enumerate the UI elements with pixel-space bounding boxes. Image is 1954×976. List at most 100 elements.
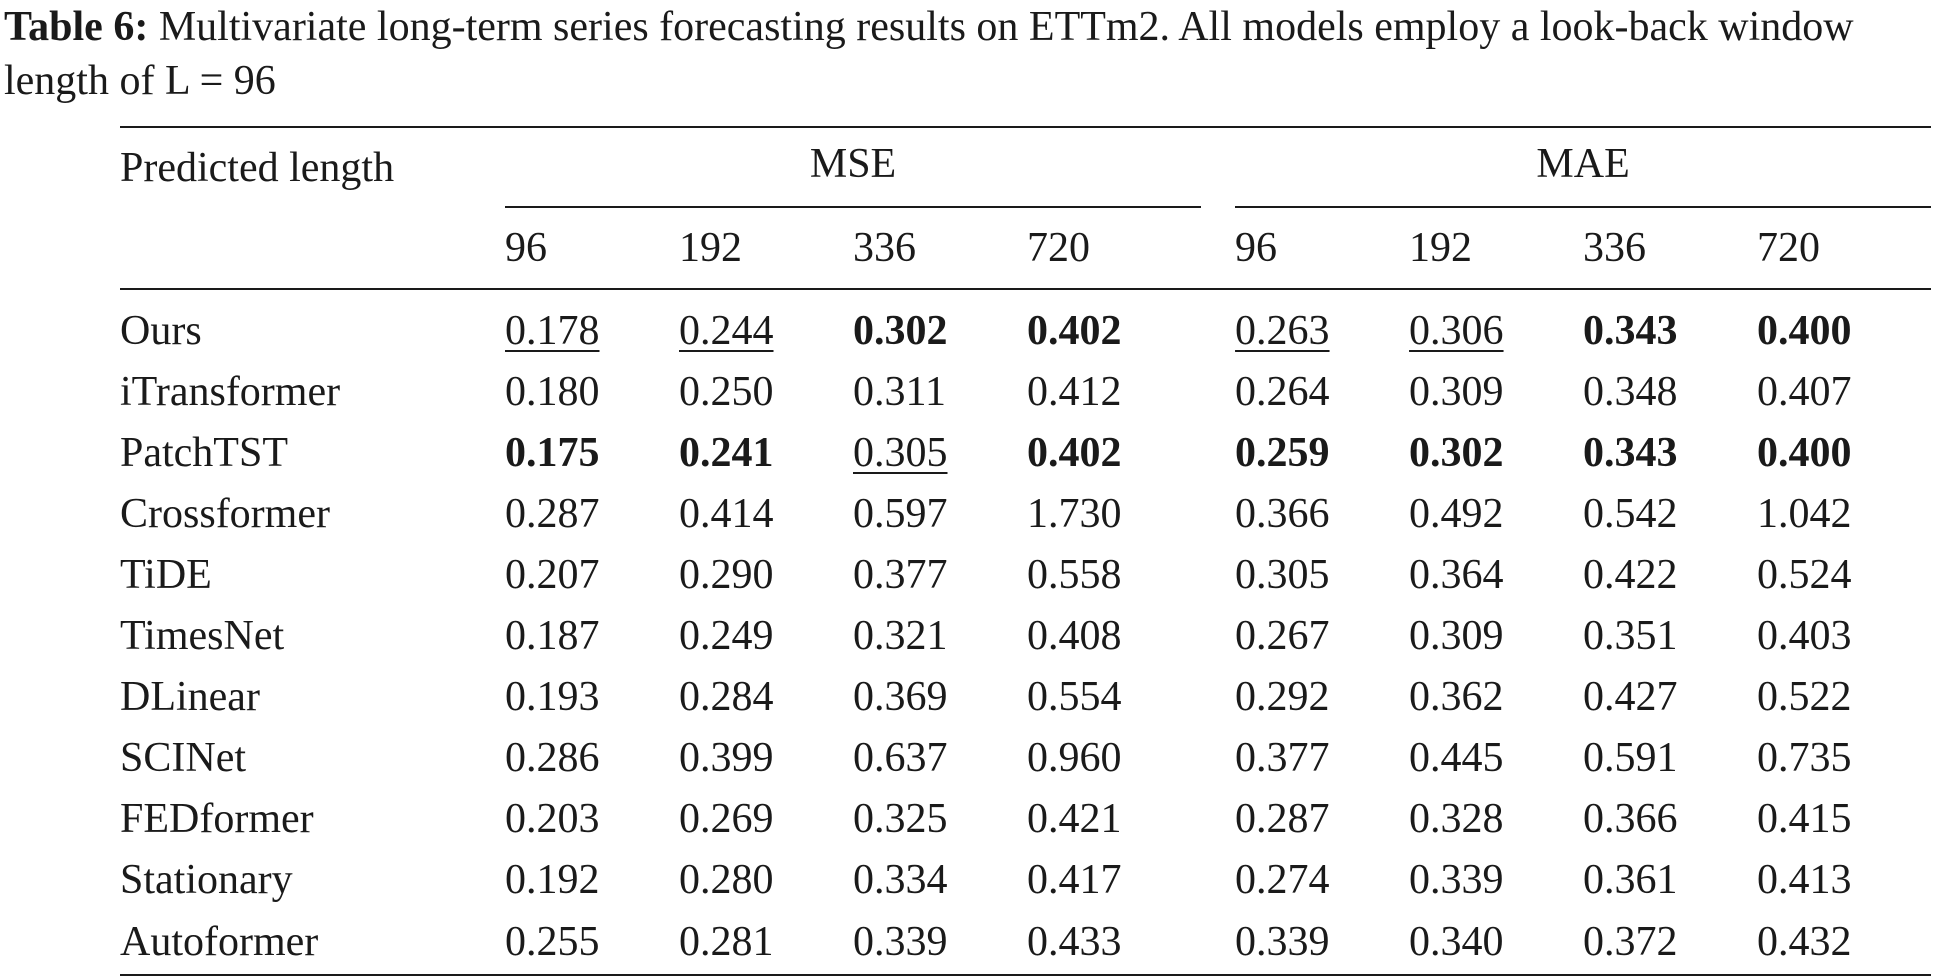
value-cell: 0.377 — [1235, 727, 1409, 788]
model-name-cell: SCINet — [120, 734, 246, 781]
value: 0.554 — [1027, 673, 1122, 720]
value-cell: 0.399 — [679, 727, 853, 788]
group-gap — [1201, 788, 1235, 849]
group-header-mae: MAE — [1235, 126, 1932, 208]
horizon-header: 96 — [505, 207, 679, 290]
value-cell: 0.421 — [1027, 788, 1201, 849]
value: 0.960 — [1027, 734, 1122, 781]
value-cell: 0.597 — [853, 483, 1027, 544]
value-cell: 0.372 — [1583, 910, 1758, 976]
value: 0.287 — [1235, 795, 1330, 842]
best-value: 0.343 — [1583, 307, 1678, 354]
best-value: 0.402 — [1027, 429, 1122, 476]
value-cell: 0.427 — [1583, 666, 1757, 727]
value: 0.408 — [1027, 612, 1122, 659]
value: 0.207 — [505, 551, 600, 598]
value: 0.348 — [1583, 368, 1678, 415]
value-cell: 0.287 — [505, 483, 679, 544]
value-cell: 0.281 — [679, 910, 853, 976]
value-cell: 1.042 — [1757, 483, 1931, 544]
value: 0.328 — [1409, 795, 1504, 842]
table-row: Ours 0.178 0.244 0.302 0.402 0.263 0.306 0.343 0… — [120, 289, 1931, 361]
value-cell: 0.305 — [1235, 544, 1409, 605]
value: 0.421 — [1027, 795, 1122, 842]
horizon-header: 336 — [1583, 207, 1758, 290]
second-best-value: 0.244 — [679, 307, 774, 354]
value: 0.372 — [1583, 919, 1678, 965]
results-table: Predicted length MSE MAE 96 192 336 720 … — [120, 126, 1932, 976]
value-cell: 0.292 — [1235, 666, 1409, 727]
value-cell: 0.433 — [1027, 910, 1202, 976]
group-gap — [1201, 483, 1235, 544]
value: 0.362 — [1409, 673, 1504, 720]
value: 0.542 — [1583, 490, 1678, 537]
best-value: 0.343 — [1583, 429, 1678, 476]
value: 0.325 — [853, 795, 948, 842]
value: 0.412 — [1027, 368, 1122, 415]
horizon-header: 720 — [1027, 207, 1202, 290]
value: 0.399 — [679, 734, 774, 781]
horizon-header: 96 — [1235, 207, 1410, 290]
table-row: Crossformer 0.287 0.414 0.597 1.730 0.366 0.49… — [120, 483, 1931, 544]
value-cell: 0.343 — [1583, 289, 1757, 361]
model-name-cell: iTransformer — [120, 368, 341, 415]
value-cell: 0.259 — [1235, 422, 1409, 483]
value-cell: 0.362 — [1409, 666, 1583, 727]
group-gap — [1201, 126, 1236, 207]
value: 0.339 — [853, 919, 948, 965]
value-cell: 0.339 — [853, 910, 1027, 976]
value-cell: 0.287 — [1235, 788, 1409, 849]
value: 0.369 — [853, 673, 948, 720]
table-row: SCINet 0.286 0.399 0.637 0.960 0.377 0.445 0.59… — [120, 727, 1931, 788]
value-cell: 0.306 — [1409, 289, 1583, 361]
value: 0.280 — [679, 856, 774, 903]
value: 0.292 — [1235, 673, 1330, 720]
best-value: 0.259 — [1235, 429, 1330, 476]
value-cell: 0.412 — [1027, 361, 1201, 422]
caption-text: Multivariate long-term series forecastin… — [4, 4, 1854, 104]
value-cell: 0.408 — [1027, 605, 1201, 666]
model-name-cell: Autoformer — [120, 910, 505, 976]
value: 0.309 — [1409, 368, 1504, 415]
value-cell: 1.730 — [1027, 483, 1201, 544]
value: 0.274 — [1235, 856, 1330, 903]
value: 0.334 — [853, 856, 948, 903]
value-cell: 0.361 — [1583, 849, 1757, 910]
value-cell: 0.400 — [1757, 422, 1931, 483]
value-cell: 0.178 — [505, 289, 679, 361]
horizon-header: 192 — [679, 207, 853, 290]
results-table-container: Predicted length MSE MAE 96 192 336 720 … — [120, 126, 1932, 976]
value: 0.591 — [1583, 734, 1678, 781]
table-row: Stationary 0.192 0.280 0.334 0.417 0.274 0.339… — [120, 849, 1931, 910]
header-row-horizons: 96 192 336 720 96 192 336 720 — [120, 207, 1932, 290]
value: 0.403 — [1757, 612, 1852, 659]
value: 0.250 — [679, 368, 774, 415]
value-cell: 0.735 — [1757, 727, 1931, 788]
value-cell: 0.960 — [1027, 727, 1201, 788]
value: 0.492 — [1409, 490, 1504, 537]
table-row: DLinear 0.193 0.284 0.369 0.554 0.292 0.362 0.4… — [120, 666, 1931, 727]
table-row: FEDformer 0.203 0.269 0.325 0.421 0.287 0.328 0… — [120, 788, 1931, 849]
value-cell: 0.407 — [1757, 361, 1931, 422]
value-cell: 0.309 — [1409, 605, 1583, 666]
value-cell: 0.351 — [1583, 605, 1757, 666]
value: 0.377 — [1235, 734, 1330, 781]
value-cell: 0.263 — [1235, 289, 1409, 361]
value: 0.415 — [1757, 795, 1852, 842]
table-row: TimesNet 0.187 0.249 0.321 0.408 0.267 0.309 0.… — [120, 605, 1931, 666]
value: 0.413 — [1757, 856, 1852, 903]
value: 0.321 — [853, 612, 948, 659]
group-gap — [1201, 544, 1235, 605]
value-cell: 0.269 — [679, 788, 853, 849]
value: 0.284 — [679, 673, 774, 720]
value-cell: 0.309 — [1409, 361, 1583, 422]
second-best-value: 0.178 — [505, 307, 600, 354]
value-cell: 0.591 — [1583, 727, 1757, 788]
value-cell: 0.274 — [1235, 849, 1409, 910]
value-cell: 0.284 — [679, 666, 853, 727]
value: 0.192 — [505, 856, 600, 903]
value-cell: 0.249 — [679, 605, 853, 666]
value: 0.432 — [1757, 919, 1852, 965]
value: 0.180 — [505, 368, 600, 415]
table-row: PatchTST 0.175 0.241 0.305 0.402 0.259 0.302 0.… — [120, 422, 1931, 483]
